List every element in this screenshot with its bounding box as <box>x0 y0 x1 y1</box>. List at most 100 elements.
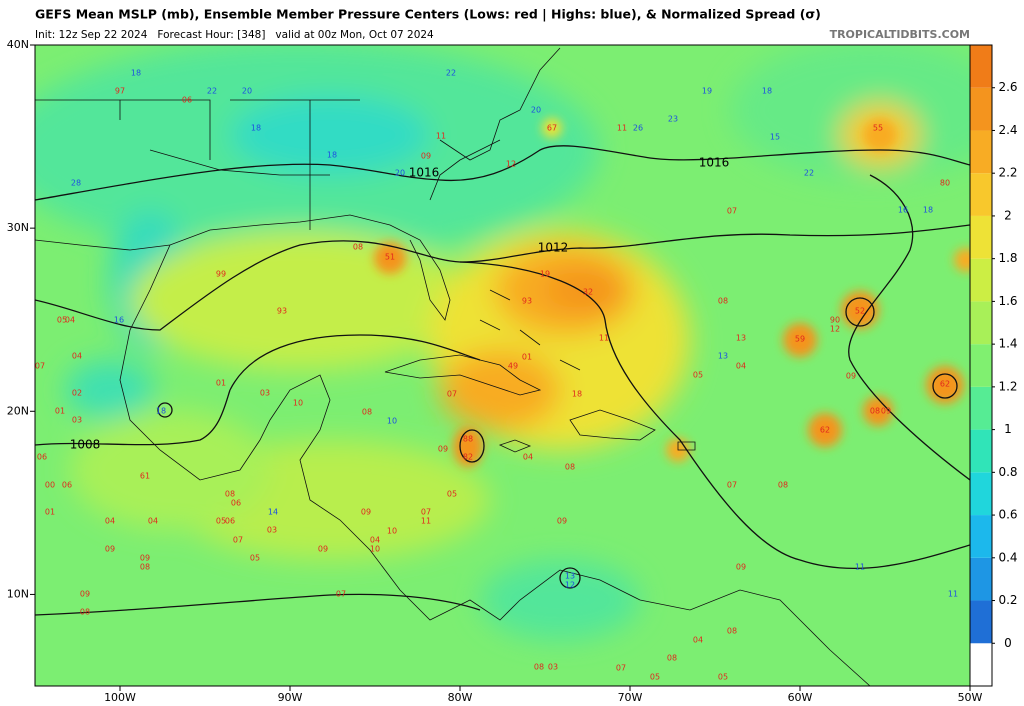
x-tick-label: 100W <box>104 691 136 704</box>
low-center: 97 <box>115 87 125 96</box>
colorbar-tick-label: 1.8 <box>998 251 1017 265</box>
low-center: 06 <box>182 96 192 105</box>
low-center: 05 <box>250 554 260 563</box>
high-center: 18 <box>327 151 337 160</box>
colorbar-band <box>970 429 992 473</box>
low-center: 93 <box>522 297 532 306</box>
low-center: 07 <box>35 362 45 371</box>
low-center: 05 <box>447 490 457 499</box>
low-center: 01 <box>45 508 55 517</box>
low-center: 08 <box>718 297 728 306</box>
colorbar-tick-label: 1.6 <box>998 294 1017 308</box>
colorbar-band <box>970 258 992 302</box>
x-tick-label: 60W <box>788 691 813 704</box>
low-center: 09 <box>846 372 856 381</box>
high-center: 22 <box>804 169 814 178</box>
high-center: 22 <box>446 69 456 78</box>
high-center: 20 <box>531 106 541 115</box>
low-center: 06 <box>62 481 72 490</box>
colorbar-band <box>970 643 992 686</box>
low-center: 07 <box>727 481 737 490</box>
low-center: 62 <box>820 426 830 435</box>
colorbar-tick-label: 1 <box>1004 422 1012 436</box>
low-center: 09 <box>105 545 115 554</box>
colorbar-tick-label: 2.6 <box>998 80 1017 94</box>
isobar-label: 1012 <box>538 241 569 255</box>
low-center: 11 <box>436 132 446 141</box>
colorbar-band <box>970 515 992 558</box>
high-center: 11 <box>948 590 958 599</box>
high-center: 19 <box>702 87 712 96</box>
low-center: 08 <box>565 463 575 472</box>
colorbar-band <box>970 386 992 430</box>
colorbar-band <box>970 600 992 644</box>
x-tick-label: 80W <box>448 691 473 704</box>
low-center: 09 <box>438 445 448 454</box>
low-center: 61 <box>140 472 150 481</box>
x-tick-label: 50W <box>958 691 983 704</box>
low-center: 03 <box>260 389 270 398</box>
low-center: 05 <box>650 673 660 682</box>
low-center: 18 <box>572 390 582 399</box>
low-center: 09 <box>361 508 371 517</box>
colorbar-tick-label: 1.2 <box>998 379 1017 393</box>
colorbar-band <box>970 130 992 174</box>
low-center: 09 <box>318 545 328 554</box>
low-center: 08 <box>727 627 737 636</box>
low-center: 06 <box>37 453 47 462</box>
low-center: 07 <box>727 207 737 216</box>
colorbar-tick-label: 0 <box>1004 636 1012 650</box>
high-center: 13 <box>565 572 575 581</box>
low-center: 01 <box>55 407 65 416</box>
high-center: 22 <box>207 87 217 96</box>
isobar-label: 1016 <box>699 156 730 170</box>
low-center: 11 <box>617 124 627 133</box>
title: GEFS Mean MSLP (mb), Ensemble Member Pre… <box>35 7 821 22</box>
high-center: 18 <box>156 407 166 416</box>
low-center: 09 <box>557 517 567 526</box>
colorbar-band <box>970 215 992 259</box>
high-center: 18 <box>131 69 141 78</box>
low-center: 03 <box>267 526 277 535</box>
subtitle: Init: 12z Sep 22 2024 Forecast Hour: [34… <box>35 29 434 41</box>
high-center: 28 <box>71 179 81 188</box>
low-center: 12 <box>506 160 516 169</box>
high-center: 18 <box>923 206 933 215</box>
colorbar-tick-label: 2 <box>1004 208 1012 222</box>
colorbar-tick-label: 0.8 <box>998 465 1017 479</box>
low-center: 09 <box>140 554 150 563</box>
isobar-label: 1008 <box>70 438 101 452</box>
colorbar-band <box>970 301 992 345</box>
low-center: 04 <box>72 352 82 361</box>
high-center: 15 <box>770 133 780 142</box>
high-center: 18 <box>251 124 261 133</box>
isobar-label: 1016 <box>409 166 440 180</box>
low-center: 80 <box>940 179 950 188</box>
high-center: 16 <box>898 206 908 215</box>
low-center: 13 <box>736 334 746 343</box>
low-center: 49 <box>508 362 518 371</box>
low-center: 62 <box>940 380 950 389</box>
low-center: 07 <box>447 390 457 399</box>
colorbar-band <box>970 344 992 387</box>
low-center: 08 <box>534 663 544 672</box>
colorbar-band <box>970 87 992 131</box>
low-center: 08 <box>353 243 363 252</box>
low-center: 88 <box>463 435 473 444</box>
high-center: 13 <box>718 352 728 361</box>
colorbar-tick-label: 2.4 <box>998 123 1017 137</box>
low-center: 11 <box>599 334 609 343</box>
low-center: 07 <box>233 536 243 545</box>
colorbar-band <box>970 45 992 88</box>
low-center: 12 <box>830 325 840 334</box>
y-tick-label: 40N <box>7 38 29 51</box>
low-center: 93 <box>277 307 287 316</box>
low-center: 10 <box>387 527 397 536</box>
high-center: 14 <box>268 508 278 517</box>
low-center: 99 <box>216 270 226 279</box>
low-center: 08 <box>225 490 235 499</box>
high-center: 16 <box>114 316 124 325</box>
y-tick-label: 20N <box>7 404 29 417</box>
y-tick-label: 30N <box>7 221 29 234</box>
